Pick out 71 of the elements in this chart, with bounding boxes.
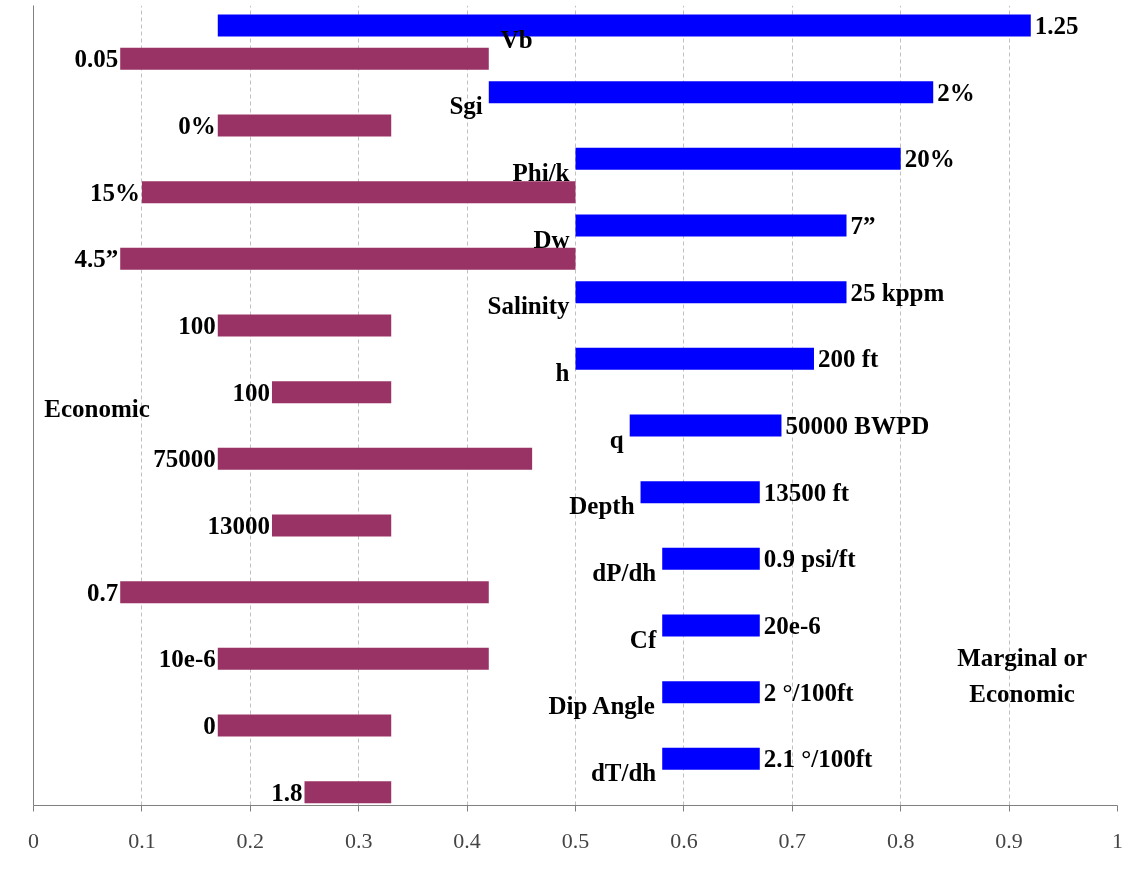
bar bbox=[640, 481, 760, 504]
x-tick-label: 1 bbox=[1112, 827, 1123, 853]
annotation: Marginal or Economic bbox=[957, 644, 1088, 707]
annotation: 2% bbox=[937, 78, 975, 106]
y-tick-label: Sgi bbox=[449, 92, 483, 120]
bar bbox=[662, 547, 760, 570]
annotation: 75000 bbox=[153, 445, 216, 473]
annotation: 1.8 bbox=[271, 778, 303, 806]
x-tick-label: 0.4 bbox=[453, 827, 481, 853]
y-tick-label: Phi/k bbox=[512, 159, 570, 186]
annotation: 100 bbox=[178, 312, 216, 339]
x-tick-label: 0.7 bbox=[778, 827, 807, 853]
bar bbox=[217, 647, 489, 670]
y-tick-label: q bbox=[609, 425, 624, 453]
annotation: 0.9 psi/ft bbox=[763, 545, 857, 573]
bar bbox=[217, 447, 533, 470]
annotation: 100 bbox=[232, 378, 270, 406]
x-tick-label: 0 bbox=[28, 827, 39, 853]
annotation: 2.1 °/100ft bbox=[763, 745, 874, 773]
bar bbox=[217, 314, 392, 337]
bar bbox=[120, 47, 489, 70]
bar bbox=[575, 347, 814, 370]
annotation: 13500 ft bbox=[763, 478, 850, 506]
y-tick-label: Salinity bbox=[487, 292, 570, 320]
x-tick-label: 0.9 bbox=[995, 827, 1023, 853]
annotation: Economic bbox=[44, 395, 150, 423]
x-tick-label: 0.1 bbox=[128, 827, 156, 853]
bar bbox=[662, 614, 760, 637]
annotation: 2 °/100ft bbox=[763, 678, 855, 706]
y-tick-label: dT/dh bbox=[590, 759, 657, 786]
x-tick-label: 0.8 bbox=[886, 827, 915, 853]
annotation: 0.7 bbox=[86, 578, 119, 606]
bar bbox=[271, 514, 392, 537]
bar bbox=[120, 247, 576, 270]
y-tick-label: h bbox=[555, 359, 570, 386]
annotation: 20e-6 bbox=[763, 612, 821, 639]
annotation: 20% bbox=[904, 145, 955, 173]
bar bbox=[662, 681, 760, 704]
bar bbox=[575, 281, 847, 304]
x-tick-label: 0.5 bbox=[561, 827, 590, 853]
bar bbox=[120, 581, 489, 604]
annotation: 15% bbox=[89, 178, 140, 206]
y-tick-label: Depth bbox=[569, 492, 635, 520]
bar bbox=[141, 181, 576, 204]
bar bbox=[629, 414, 782, 437]
annotation: 25 kppm bbox=[850, 278, 945, 306]
annotation: 1.25 bbox=[1034, 12, 1079, 39]
y-tick-label: dP/dh bbox=[592, 559, 657, 586]
y-tick-label: Dip Angle bbox=[548, 692, 655, 720]
bar bbox=[217, 714, 392, 737]
x-tick-label: 0.3 bbox=[344, 827, 373, 853]
y-tick-label: Cf bbox=[629, 625, 657, 653]
annotation: 0% bbox=[178, 112, 216, 139]
annotation: 0 bbox=[203, 712, 216, 739]
annotation: 50000 BWPD bbox=[785, 412, 930, 439]
annotation: 0.05 bbox=[74, 45, 119, 73]
bar bbox=[304, 781, 392, 804]
annotation: 200 ft bbox=[817, 345, 880, 373]
y-tick-label: Dw bbox=[533, 225, 570, 253]
bar bbox=[575, 214, 847, 237]
bar bbox=[575, 147, 901, 170]
bar bbox=[271, 381, 392, 404]
x-tick-label: 0.2 bbox=[236, 827, 265, 853]
bar bbox=[662, 747, 760, 770]
annotation: 10e-6 bbox=[158, 645, 216, 673]
x-tick-label: 0.6 bbox=[670, 827, 698, 853]
bar bbox=[217, 114, 392, 137]
annotation: 7” bbox=[850, 212, 876, 239]
annotation: 4.5” bbox=[74, 245, 119, 273]
bar bbox=[488, 81, 934, 104]
annotation: 13000 bbox=[207, 512, 270, 539]
